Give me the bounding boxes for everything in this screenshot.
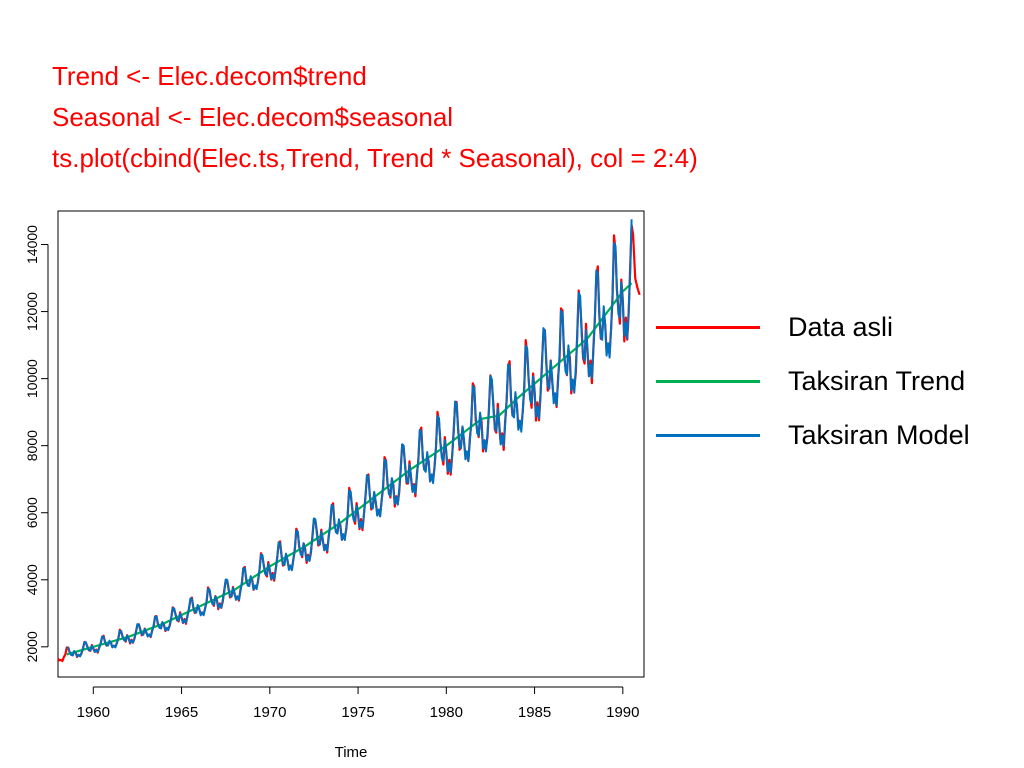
y-tick-label: 4000 <box>24 564 40 595</box>
x-tick-label: 1990 <box>606 704 639 721</box>
y-tick-label: 8000 <box>24 430 40 461</box>
plot-frame <box>57 210 645 678</box>
legend: Data asli Taksiran Trend Taksiran Model <box>656 300 1016 462</box>
y-tick-label: 2000 <box>24 631 40 662</box>
series-lines <box>57 219 641 663</box>
x-tick-label: 1970 <box>253 704 286 721</box>
x-axis-label: Time <box>335 744 368 761</box>
legend-swatch-blue <box>656 433 760 437</box>
y-tick-label: 12000 <box>24 292 40 331</box>
x-tick-label: 1960 <box>77 704 110 721</box>
code-line-trend: Trend <- Elec.decom$trend <box>52 61 367 91</box>
legend-item-data-asli: Data asli <box>656 300 1016 354</box>
series-line-data-asli <box>57 223 641 663</box>
x-tick-label: 1975 <box>341 704 374 721</box>
series-line-taksiran-trend <box>66 282 633 656</box>
y-tick-label: 6000 <box>24 497 40 528</box>
x-tick-label: 1980 <box>430 704 463 721</box>
r-code-block: Trend <- Elec.decom$trend Seasonal <- El… <box>52 56 698 179</box>
y-tick-label: 14000 <box>24 225 40 264</box>
y-axis: 2000 4000 6000 8000 10000 12000 14000 <box>24 225 49 662</box>
x-tick-label: 1965 <box>165 704 198 721</box>
y-tick-label: 10000 <box>24 359 40 398</box>
legend-label: Data asli <box>788 311 894 342</box>
legend-item-taksiran-model: Taksiran Model <box>656 408 1016 462</box>
x-axis: 1960 1965 1970 1975 1980 1985 1990 <box>77 686 640 721</box>
code-line-tsplot: ts.plot(cbind(Elec.ts,Trend, Trend * Sea… <box>52 143 698 173</box>
series-line-taksiran-model <box>66 219 633 658</box>
legend-label: Taksiran Model <box>788 419 970 450</box>
legend-item-taksiran-trend: Taksiran Trend <box>656 354 1016 408</box>
code-line-seasonal: Seasonal <- Elec.decom$seasonal <box>52 102 454 132</box>
x-tick-label: 1985 <box>518 704 551 721</box>
legend-label: Taksiran Trend <box>788 365 966 396</box>
legend-swatch-green <box>656 379 760 383</box>
legend-swatch-red <box>656 325 760 329</box>
